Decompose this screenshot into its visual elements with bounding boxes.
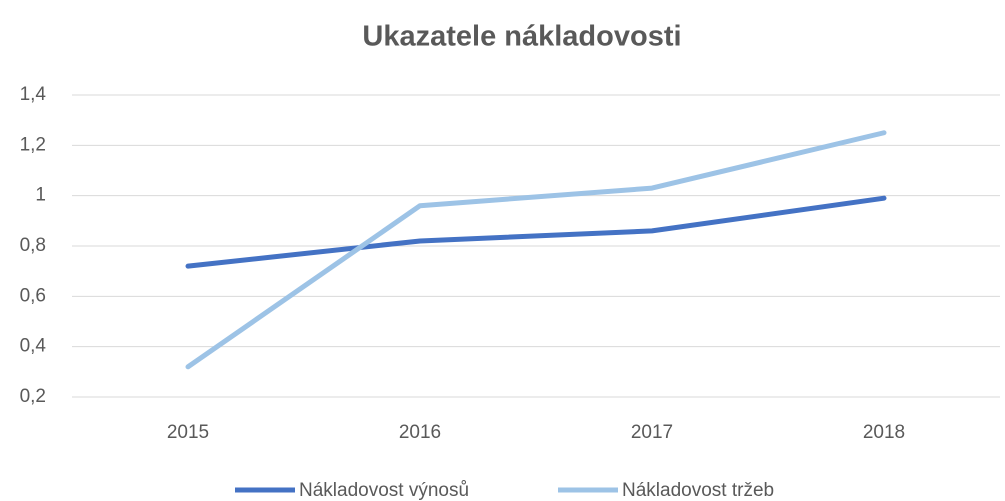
- x-tick-label: 2017: [631, 422, 673, 443]
- x-tick-label: 2016: [399, 422, 441, 443]
- legend-label: Nákladovost tržeb: [622, 480, 774, 501]
- legend-label: Nákladovost výnosů: [299, 480, 469, 501]
- series-line: [185, 130, 887, 370]
- x-tick-label: 2018: [863, 422, 905, 443]
- y-tick-label: 0,2: [20, 386, 46, 407]
- y-tick-label: 0,4: [20, 336, 47, 357]
- y-tick-label: 0,6: [20, 285, 46, 306]
- y-tick-label: 1,2: [20, 134, 46, 155]
- x-tick-label: 2015: [167, 422, 209, 443]
- y-tick-label: 0,8: [20, 235, 46, 256]
- chart-title: Ukazatele nákladovosti: [362, 21, 681, 53]
- y-tick-label: 1: [35, 185, 46, 206]
- series-line: [185, 195, 887, 269]
- y-tick-label: 1,4: [20, 84, 47, 105]
